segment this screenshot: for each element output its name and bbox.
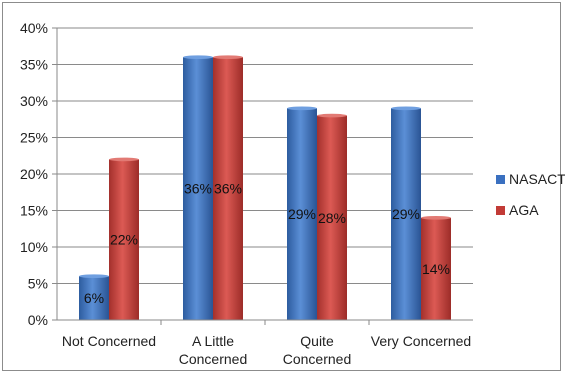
data-label: 28% bbox=[318, 210, 346, 226]
x-tick-label-line: Very Concerned bbox=[371, 333, 471, 349]
y-tick-label: 20% bbox=[20, 166, 48, 182]
bar-top-cap bbox=[109, 157, 139, 162]
y-tick-label: 30% bbox=[20, 93, 48, 109]
legend-swatch-nasact bbox=[496, 175, 505, 184]
legend-swatch-aga bbox=[496, 206, 505, 215]
bar-top-cap bbox=[421, 216, 451, 220]
x-tick-label-line: Quite bbox=[300, 333, 334, 349]
data-label: 36% bbox=[184, 181, 212, 197]
data-labels: 6%22%36% 36%29% 28% 29%14% bbox=[84, 181, 450, 307]
bar-aga bbox=[421, 217, 451, 320]
x-tick-label-line: A Little bbox=[192, 333, 234, 349]
y-tick-label: 5% bbox=[28, 276, 48, 292]
x-tick-label: Very Concerned bbox=[371, 333, 471, 349]
bar-aga bbox=[213, 57, 243, 320]
data-label: 29% bbox=[392, 206, 420, 222]
bars bbox=[79, 55, 451, 320]
bar-top-cap bbox=[213, 55, 243, 59]
legend-label-aga: AGA bbox=[509, 202, 539, 218]
x-tick-label: Quite Concerned bbox=[283, 333, 352, 367]
y-tick-label: 15% bbox=[20, 203, 48, 219]
data-label: 29% bbox=[288, 206, 316, 222]
x-tick-label: A Little Concerned bbox=[179, 333, 248, 367]
axes bbox=[56, 28, 473, 321]
bar-aga bbox=[317, 115, 347, 320]
bar-aga bbox=[109, 159, 139, 320]
bar-top-cap bbox=[183, 55, 213, 59]
legend: NASACT AGA bbox=[496, 171, 565, 218]
y-tick-label: 25% bbox=[20, 130, 48, 146]
y-axis-ticks: 0% 5% 10% 15% 20% 25% 30% 35% 40% bbox=[20, 20, 57, 328]
x-tick-label-line: Not Concerned bbox=[62, 333, 156, 349]
y-tick-label: 35% bbox=[20, 57, 48, 73]
x-axis-ticks: Not Concerned A Little Concerned Quite Conce… bbox=[62, 320, 471, 367]
x-tick-label-line: Concerned bbox=[179, 351, 248, 367]
bar-nasact bbox=[183, 57, 213, 320]
data-label: 36% bbox=[214, 181, 242, 197]
data-label: 6% bbox=[84, 290, 104, 306]
data-label: 22% bbox=[110, 232, 138, 248]
bar-top-cap bbox=[317, 113, 347, 118]
x-tick-label: Not Concerned bbox=[62, 333, 156, 349]
y-tick-label: 10% bbox=[20, 239, 48, 255]
data-label: 14% bbox=[422, 261, 450, 277]
bar-nasact bbox=[391, 108, 421, 320]
bar-top-cap bbox=[79, 274, 109, 279]
y-tick-label: 0% bbox=[28, 312, 48, 328]
bar-nasact bbox=[287, 108, 317, 320]
x-tick-label-line: Concerned bbox=[283, 351, 352, 367]
bar-top-cap bbox=[287, 106, 317, 111]
bar-top-cap bbox=[391, 106, 421, 111]
bar-nasact bbox=[79, 276, 109, 320]
y-tick-label: 40% bbox=[20, 20, 48, 36]
legend-label-nasact: NASACT bbox=[509, 171, 565, 187]
